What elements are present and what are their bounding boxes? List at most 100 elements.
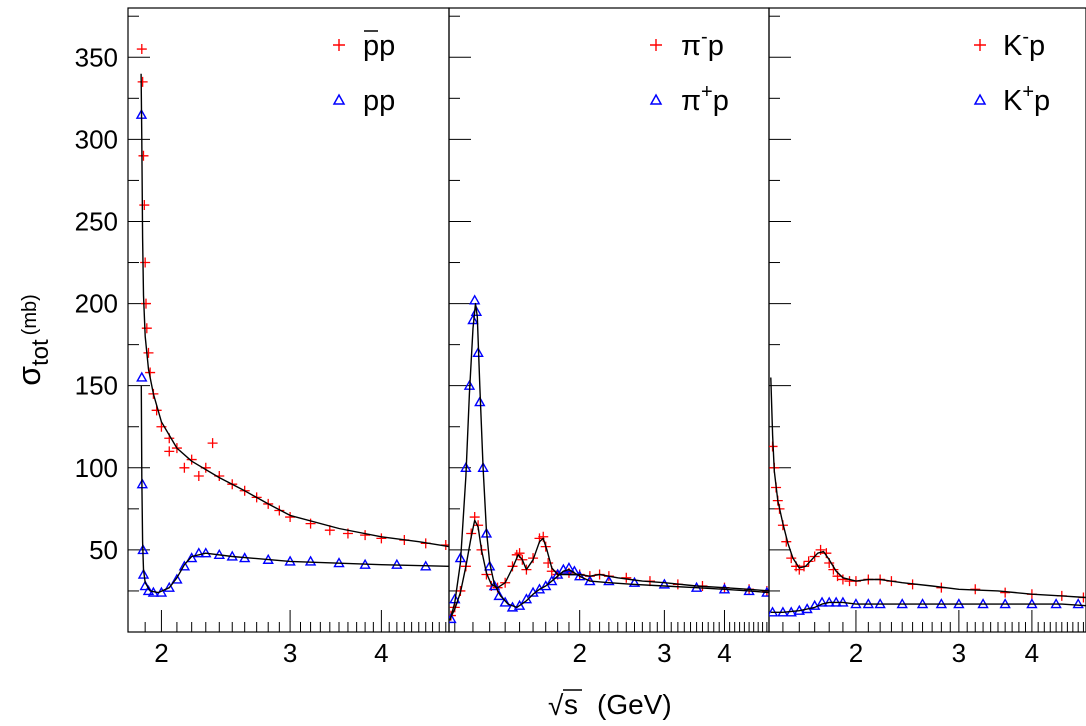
- series-red: [449, 512, 769, 621]
- legend-label: π-p: [681, 26, 724, 62]
- y-tick-label: 50: [89, 535, 118, 565]
- data-point-triangle: [573, 570, 586, 581]
- y-tick-label: 300: [75, 124, 118, 154]
- series-blue: [135, 108, 432, 597]
- data-point-triangle: [449, 612, 457, 624]
- x-title-var: s: [564, 689, 578, 720]
- legend-marker-plus: [333, 39, 345, 51]
- data-point-plus: [137, 76, 148, 87]
- data-point-triangle: [816, 596, 828, 607]
- legend-label: K-p: [1003, 26, 1045, 62]
- data-point-triangle: [163, 581, 175, 592]
- legend-label-sup: +: [701, 81, 713, 103]
- data-point-triangle: [603, 575, 615, 586]
- fit-curve-1: [770, 377, 1086, 599]
- data-point-triangle: [493, 589, 505, 601]
- data-point-triangle: [137, 568, 150, 579]
- data-point-plus: [186, 454, 197, 465]
- x-title-radical: √: [548, 690, 564, 721]
- fit-curve-2: [449, 302, 769, 621]
- legend: π-pπ+p: [649, 26, 729, 117]
- data-point-plus: [139, 200, 150, 211]
- data-point-triangle: [185, 552, 198, 563]
- data-point-plus: [143, 347, 154, 358]
- y-title-sigma: σ: [11, 366, 47, 386]
- data-point-plus: [140, 257, 151, 268]
- data-point-triangle: [546, 575, 558, 586]
- data-point-triangle: [513, 599, 526, 610]
- data-point-plus: [324, 525, 335, 536]
- legend-label-end: p: [713, 85, 729, 117]
- legend-label: π+p: [681, 81, 729, 117]
- data-point-plus: [138, 150, 149, 161]
- series-red: [136, 44, 449, 550]
- x-title-unit: (GeV): [597, 689, 672, 720]
- plot-area: [449, 294, 769, 624]
- legend-label: K+p: [1003, 81, 1050, 117]
- panel-frame: [127, 7, 450, 633]
- data-point-triangle: [628, 576, 641, 587]
- x-tick-label: 4: [374, 638, 388, 668]
- plot-area: [769, 377, 1086, 617]
- x-tick-label: 3: [283, 638, 297, 668]
- panel-3: 2 3 4K-pK+p: [768, 7, 1086, 668]
- legend-label-main: π: [681, 85, 701, 117]
- series-red: [769, 441, 1086, 603]
- fit-curve-1: [140, 73, 449, 548]
- fit-curve-2: [770, 601, 1086, 613]
- y-axis: 50 100 150 200 250 300 350: [75, 42, 118, 565]
- x-tick-label: 2: [154, 638, 168, 668]
- data-point-plus: [193, 471, 204, 481]
- legend-label-end: p: [1034, 85, 1050, 117]
- x-axis-title: √ s (GeV): [548, 689, 672, 721]
- legend-label-main: π: [681, 30, 701, 62]
- y-title-sub: tot: [27, 339, 54, 366]
- data-point-plus: [207, 438, 218, 449]
- x-tick-label: 3: [657, 638, 671, 668]
- data-point-triangle: [563, 562, 575, 573]
- data-point-plus: [376, 533, 387, 544]
- legend-label: pp: [363, 30, 395, 62]
- data-point-triangle: [483, 560, 496, 571]
- legend-marker-triangle: [649, 93, 663, 105]
- legend-marker-plus: [650, 39, 662, 51]
- x-tick-label: 4: [717, 638, 731, 668]
- x-tick-label: 2: [849, 638, 863, 668]
- data-point-triangle: [474, 396, 486, 407]
- data-point-plus: [140, 298, 151, 309]
- data-point-triangle: [1072, 598, 1084, 609]
- data-point-triangle: [808, 599, 821, 610]
- data-point-triangle: [658, 578, 671, 589]
- x-tick-label: 3: [952, 638, 966, 668]
- y-tick-label: 100: [75, 453, 118, 483]
- data-point-triangle: [499, 596, 511, 607]
- legend: K-pK+p: [973, 26, 1050, 117]
- legend-label-rest: p: [379, 30, 395, 62]
- plot-area: [135, 44, 449, 597]
- data-point-triangle: [304, 555, 317, 566]
- x-tick-label: 4: [1025, 638, 1039, 668]
- legend-label-bar-char: p: [363, 30, 379, 62]
- legend-label: pp: [363, 85, 395, 117]
- data-point-plus: [136, 44, 147, 55]
- data-point-plus: [815, 544, 826, 555]
- data-point-triangle: [391, 558, 403, 569]
- data-point-triangle: [171, 573, 183, 584]
- legend-label-end: p: [708, 30, 724, 62]
- data-point-plus: [837, 574, 848, 585]
- panel-frame: [768, 7, 1086, 633]
- data-point-plus: [803, 556, 814, 567]
- legend-label-sup: -: [701, 26, 708, 48]
- y-tick-label: 150: [75, 371, 118, 401]
- legend-label-sup: -: [1022, 26, 1029, 48]
- data-point-plus: [285, 512, 296, 523]
- data-point-plus: [164, 446, 175, 457]
- legend-label-main: K: [1003, 30, 1023, 62]
- y-tick-label: 200: [75, 289, 118, 319]
- data-point-triangle: [136, 371, 148, 382]
- legend-marker-triangle: [973, 93, 987, 105]
- fit-curve-2: [140, 385, 449, 594]
